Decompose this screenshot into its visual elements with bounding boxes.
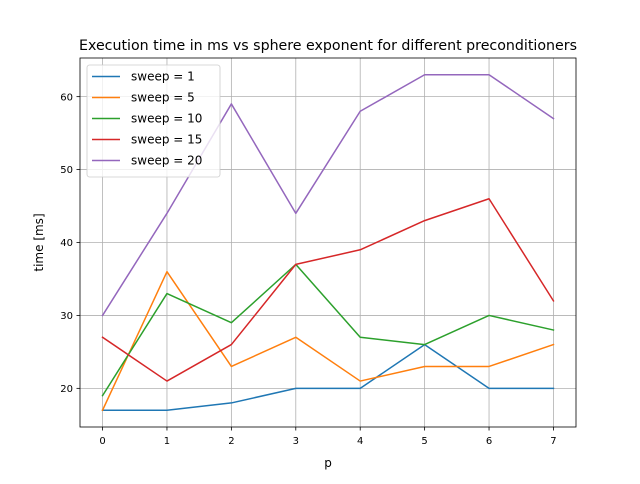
y-axis-ticks: 20 30 40 50 60 [60,92,80,395]
y-axis-label: time [ms] [32,213,46,271]
series-line-0 [101,343,555,411]
x-tick-label: 6 [486,436,492,447]
legend: sweep = 1 sweep = 5 sweep = 10 sweep = 15 sw… [86,64,221,178]
x-tick-label: 4 [357,436,363,447]
x-axis-label: p [324,456,332,470]
x-tick-label: 5 [421,436,427,447]
x-tick-label: 7 [550,436,556,447]
y-tick-label: 50 [60,165,73,176]
y-tick-label: 40 [60,238,73,249]
y-tick-label: 30 [60,311,73,322]
series-line-2 [101,263,555,397]
legend-label: sweep = 5 [131,91,195,105]
series-line-4 [101,74,555,317]
x-axis-ticks: 0 1 2 3 4 5 6 7 [99,427,557,447]
y-tick-label: 60 [60,92,73,103]
legend-label: sweep = 1 [131,70,195,84]
series-line-3 [101,198,555,382]
series-line-1 [101,270,555,412]
x-tick-label: 1 [164,436,170,447]
x-tick-label: 0 [99,436,105,447]
series-lines [101,74,555,412]
y-tick-label: 20 [60,384,73,395]
legend-label: sweep = 15 [131,133,202,147]
grid [80,58,576,427]
x-tick-label: 3 [293,436,299,447]
legend-box [86,64,221,178]
x-tick-label: 2 [228,436,234,447]
legend-label: sweep = 10 [131,112,202,126]
legend-label: sweep = 20 [131,154,202,168]
chart-title: Execution time in ms vs sphere exponent … [79,38,577,54]
